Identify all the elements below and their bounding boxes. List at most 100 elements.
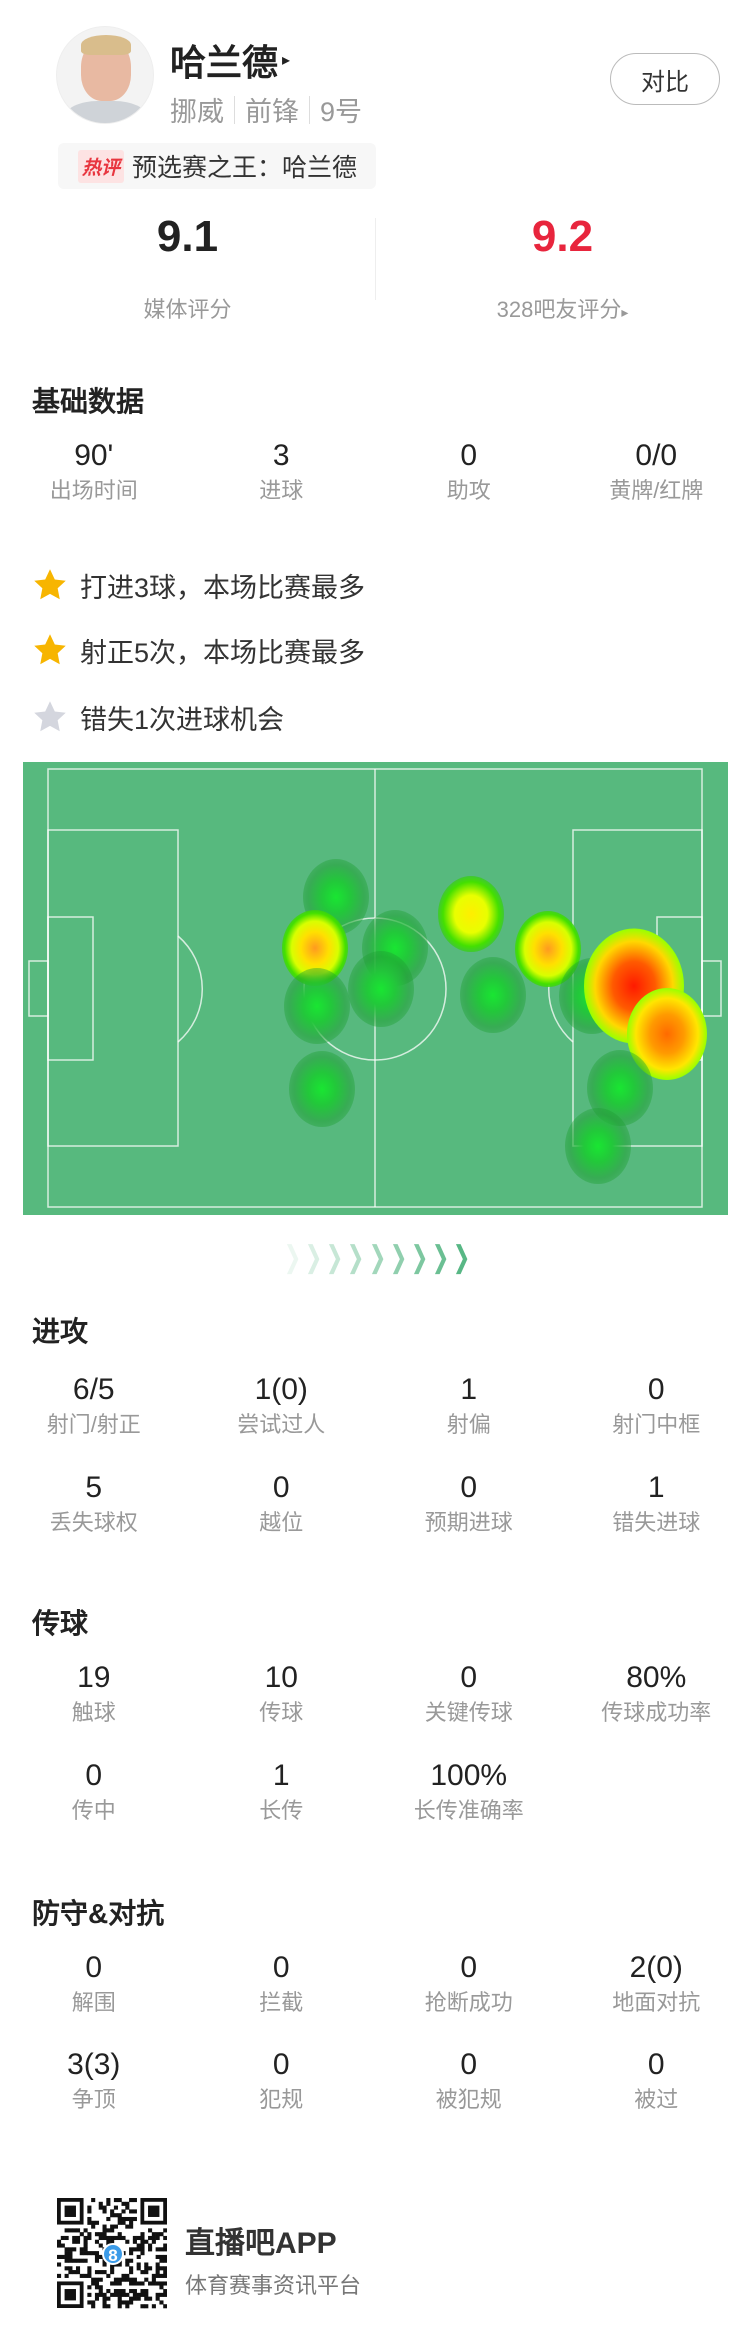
stat-value: 19 [77,1661,111,1694]
player-number: 9号 [320,97,363,127]
stat-value: 100% [430,1759,508,1792]
qr-code[interactable] [57,2198,167,2310]
fan-rating-value: 9.2 [531,212,594,261]
player-country: 挪威 [170,97,224,127]
chevron-right-icon: ❯ [304,1241,323,1274]
stat-value: 90' [74,439,114,472]
fan-rating[interactable]: 9.2 328吧友评分▸ [375,212,750,324]
media-rating-label: 媒体评分 [143,297,232,322]
chevron-right-icon: ❯ [347,1241,365,1274]
highlight-text: 错失1次进球机会 [80,704,285,735]
app-slogan: 体育赛事资讯平台 [185,2273,362,2298]
chevron-right-icon: ❯ [326,1241,344,1274]
stat-item: 2(0) 地面对抗 [563,1950,750,2018]
stat-value: 0 [460,2048,478,2081]
stat-item: 1 错失进球 [563,1470,750,1538]
fan-rating-link[interactable]: 328吧友评分▸ [375,292,750,324]
heatmap-spot [459,957,526,1033]
heatmap-spot [565,1108,631,1185]
stat-item: 0 抢断成功 [375,1950,563,2018]
stat-label: 被过 [634,2087,679,2112]
stat-value: 5 [85,1471,103,1504]
attack-stats-row: 6/5 射门/射正 1(0) 尝试过人 1 射偏 0 射门中框 [0,1372,750,1440]
compare-button[interactable]: 对比 [610,53,720,105]
stat-value: 0 [460,1951,478,1984]
stat-item: 0 被犯规 [375,2047,563,2115]
stat-item: 0 犯规 [188,2047,376,2115]
highlight-text: 打进3球，本场比赛最多 [80,572,366,603]
stat-label: 射门中框 [612,1412,701,1437]
stat-item: 6/5 射门/射正 [0,1372,188,1440]
chevron-right-icon: ❯ [452,1241,471,1274]
stat-value: 0 [460,1661,478,1694]
arrow-right-icon: ▸ [282,52,291,69]
stat-item: 0 射门中框 [563,1372,750,1440]
stat-value: 3(3) [67,2048,121,2081]
stat-label: 预期进球 [424,1510,513,1535]
stat-label: 尝试过人 [237,1412,326,1437]
heatmap-spot [283,968,350,1044]
stat-label: 长传 [259,1798,304,1823]
media-rating: 9.1 媒体评分 [0,212,375,324]
stat-item: 5 丢失球权 [0,1470,188,1538]
section-title-passing: 传球 [32,1608,89,1639]
highlight-item: 射正5次，本场比赛最多 [32,630,365,670]
stat-item: 3(3) 争顶 [0,2047,188,2115]
stat-label: 进球 [259,478,304,503]
stat-label: 解围 [71,1990,116,2015]
app-logo-badge: 8 [102,2243,124,2265]
stat-value: 0 [460,439,478,472]
stat-item: 0 被过 [563,2047,750,2115]
defense-stats-row: 3(3) 争顶 0 犯规 0 被犯规 0 被过 [0,2047,750,2115]
heatmap-pitch [23,762,728,1215]
stat-item: 3 进球 [188,438,376,506]
stat-value: 0 [272,2048,290,2081]
left-goal-area [47,916,94,1061]
avatar-shirt [65,101,147,123]
fan-rating-label: 328吧友评分 [496,297,622,322]
stat-item: 0 传中 [0,1758,188,1826]
chevron-right-icon: ❯ [389,1241,408,1274]
passing-stats-row: 19 触球 10 传球 0 关键传球 80% 传球成功率 [0,1660,750,1728]
divider [234,95,235,124]
player-name-link[interactable]: 哈兰德 ▸ [170,34,290,86]
heatmap-spot [347,950,414,1027]
media-rating-value: 9.1 [156,212,219,261]
chevron-right-icon: ❯ [410,1241,429,1274]
stat-value: 0 [272,1471,290,1504]
stat-value: 1 [460,1373,478,1406]
stat-label: 射偏 [446,1412,491,1437]
stat-value: 0 [85,1759,103,1792]
defense-stats-row: 0 解围 0 拦截 0 抢断成功 2(0) 地面对抗 [0,1950,750,2018]
star-gold-icon [34,569,66,600]
player-name: 哈兰德 [170,42,279,83]
stat-item: 0 拦截 [188,1950,376,2018]
chevron-right-icon: ❯ [431,1241,450,1274]
stat-label: 错失进球 [612,1510,701,1535]
stat-label: 传中 [71,1798,116,1823]
hot-comment-text: 预选赛之王：哈兰德 [132,154,358,182]
stat-item: 1 射偏 [375,1372,563,1440]
stat-label: 射门/射正 [46,1412,141,1437]
stat-label: 黄牌/红牌 [609,478,704,503]
passing-stats-row: 0 传中 1 长传 100% 长传准确率 [0,1758,750,1826]
player-avatar[interactable] [56,26,154,124]
stat-item: 0 关键传球 [375,1660,563,1728]
stat-value: 6/5 [72,1373,115,1406]
stat-value: 1 [647,1471,665,1504]
left-goal [28,960,49,1017]
arrow-right-icon: ▸ [621,304,629,320]
stat-label: 被犯规 [435,2087,502,2112]
star-gray-icon [34,701,66,732]
stat-label: 争顶 [71,2087,116,2112]
hot-comment[interactable]: 热评 预选赛之王：哈兰德 [58,143,376,189]
stat-item: 0 预期进球 [375,1470,563,1538]
section-title-defense: 防守&对抗 [32,1898,165,1929]
stat-item: 1(0) 尝试过人 [188,1372,376,1440]
stat-item: 0/0 黄牌/红牌 [563,438,750,506]
rating-divider [375,218,376,300]
stat-value: 0 [272,1951,290,1984]
section-title-attack: 进攻 [32,1316,89,1347]
stat-value: 0 [647,2048,665,2081]
stat-label: 关键传球 [424,1700,513,1725]
